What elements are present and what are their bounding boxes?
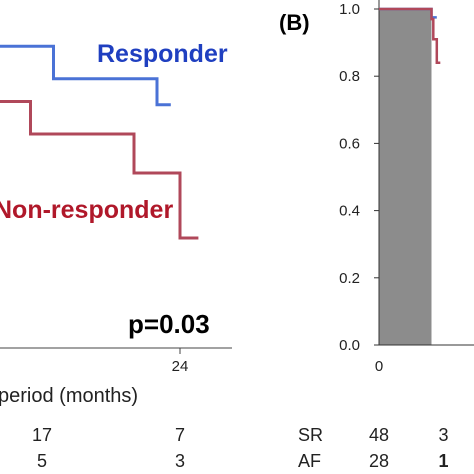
y-tick-label: 1.0: [339, 1, 360, 18]
p-value-annotation: p=0.03: [128, 309, 210, 339]
panel-b: (B) 0.0 0.2 0.4 0.6 0.8 1.0 0 SR AF 48 28 3 1: [279, 0, 474, 471]
panel-a: Responder Non-responder p=0.03 24 period…: [0, 40, 232, 471]
risk-table-row-label: AF: [298, 451, 321, 471]
risk-table-cell: 48: [369, 425, 389, 445]
risk-table-cell: 5: [37, 451, 47, 471]
x-axis-label: period (months): [0, 385, 138, 407]
non-responder-curve: [0, 100, 199, 240]
responder-label: Responder: [97, 40, 228, 68]
shaded-period: [379, 9, 432, 345]
y-tick-label: 0.6: [339, 135, 360, 152]
responder-curve: [0, 44, 171, 107]
risk-table-cell: 3: [175, 451, 185, 471]
y-tick-label: 0.8: [339, 68, 360, 85]
non-responder-label: Non-responder: [0, 196, 173, 224]
panel-b-label: (B): [279, 10, 310, 35]
risk-table-cell: 3: [439, 425, 449, 445]
y-tick-label: 0.0: [339, 337, 360, 354]
risk-table-cell: 17: [32, 425, 52, 445]
x-tick-label: 24: [172, 358, 189, 375]
risk-table-cell: 7: [175, 425, 185, 445]
af-curve: [379, 7, 441, 65]
risk-table-cell: 28: [369, 451, 389, 471]
y-tick-label: 0.4: [339, 203, 360, 220]
risk-table-row-label: SR: [298, 425, 323, 445]
x-tick-label: 0: [375, 358, 383, 375]
y-tick-label: 0.2: [339, 270, 360, 287]
risk-table-cell: 1: [439, 451, 449, 471]
